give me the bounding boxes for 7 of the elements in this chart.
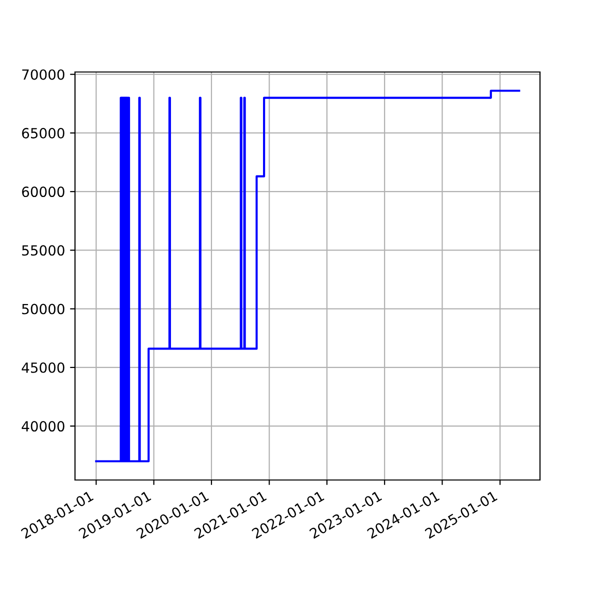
y-tick-label: 50000: [22, 304, 64, 314]
y-tick-label: 55000: [22, 245, 64, 256]
y-tick-label: 40000: [22, 421, 64, 432]
y-tick-label: 70000: [22, 69, 64, 80]
y-tick-label: 65000: [22, 128, 64, 138]
y-tick-label: 45000: [22, 362, 64, 373]
y-tick-label: 60000: [22, 186, 64, 198]
